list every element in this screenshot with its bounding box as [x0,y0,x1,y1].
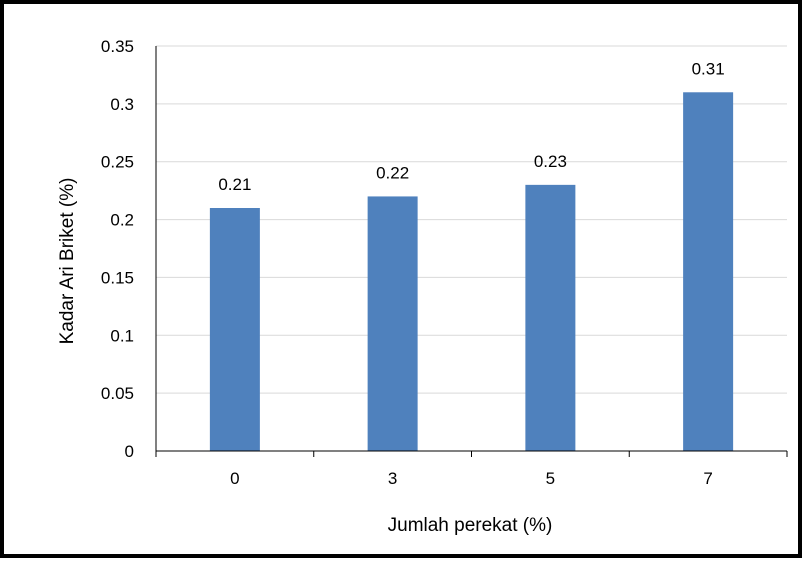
data-label-5: 0.23 [534,152,567,171]
grid-layer [156,45,787,394]
x-tick-label-7: 7 [703,469,712,488]
data-label-7: 0.31 [692,59,725,78]
axis-layer [155,46,788,457]
bar-7 [683,92,734,452]
y-tick-label: 0.1 [110,326,134,345]
bars-layer [209,92,734,452]
x-tick-label-0: 0 [230,469,239,488]
bar-chart: 0 0.05 0.1 0.15 0.2 0.25 0.3 0.35 0.21 0 0.22 3 0.23… [57,37,788,536]
y-tick-label: 0.35 [101,37,134,56]
y-tick-label: 0.2 [110,211,134,230]
y-tick-label: 0.15 [101,268,134,287]
x-axis-title: Jumlah perekat (%) [388,515,553,536]
y-tick-label: 0 [125,442,134,461]
x-tick-label-5: 5 [546,469,555,488]
labels-layer: 0 0.05 0.1 0.15 0.2 0.25 0.3 0.35 0.21 0 0.22 3 0.23… [101,37,725,488]
x-tick-label-3: 3 [388,469,397,488]
y-tick-label: 0.25 [101,153,134,172]
bar-3 [367,196,418,451]
y-tick-label: 0.05 [101,384,134,403]
bar-0 [209,208,260,451]
y-axis-title: Kadar Ari Briket (%) [57,178,78,345]
y-tick-label: 0.3 [110,95,134,114]
bar-5 [525,184,576,451]
data-label-0: 0.21 [218,175,251,194]
data-label-3: 0.22 [376,163,409,182]
